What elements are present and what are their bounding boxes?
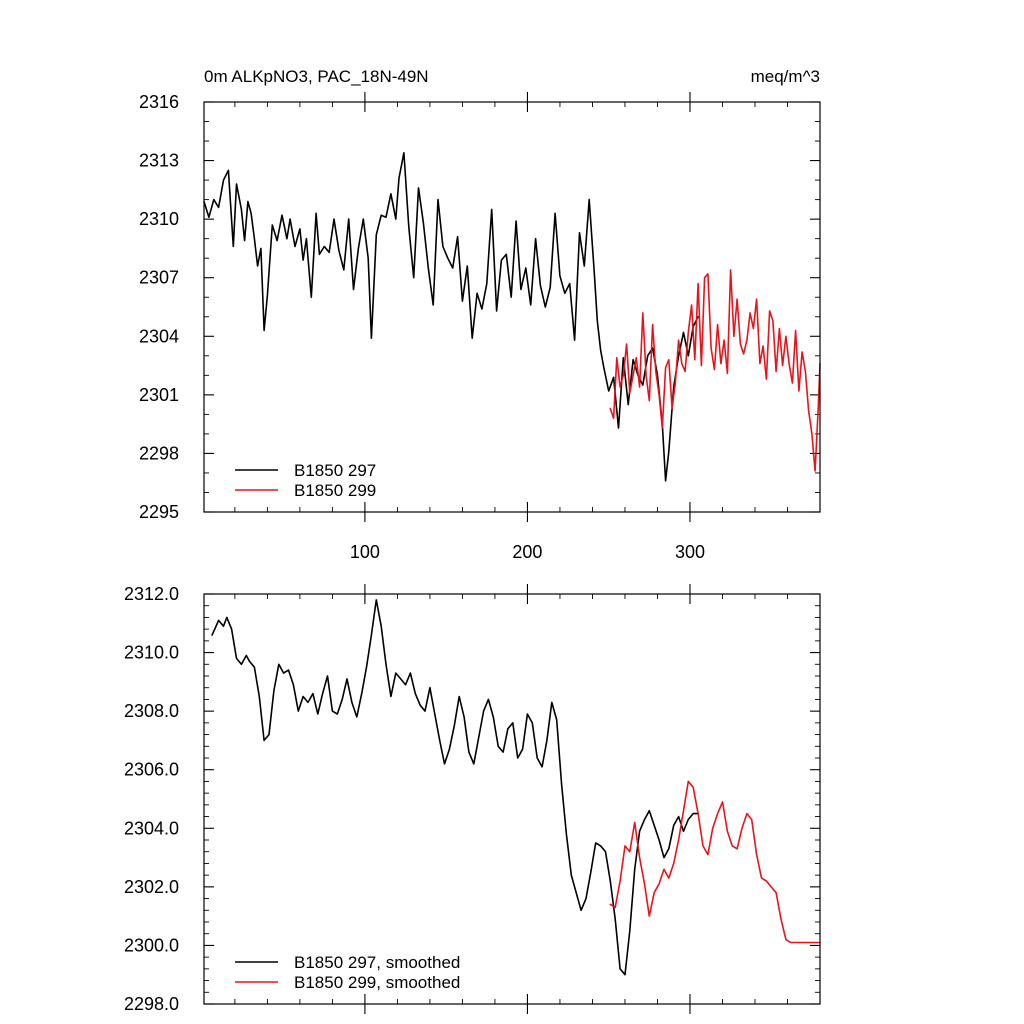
bottom-legend-label-2: B1850 299, smoothed xyxy=(294,973,460,992)
top-ytick-label: 2310 xyxy=(139,209,179,229)
top-legend-label-1: B1850 297 xyxy=(294,461,376,480)
bottom-ytick-label: 2312.0 xyxy=(124,584,179,604)
top-ytick-label: 2301 xyxy=(139,385,179,405)
top-series-line-1 xyxy=(203,152,699,482)
bottom-ytick-label: 2298.0 xyxy=(124,994,179,1014)
top-ytick-label: 2304 xyxy=(139,326,179,346)
top-series-group xyxy=(203,152,821,482)
top-ytick-label: 2307 xyxy=(139,268,179,288)
bottom-series-group xyxy=(211,599,821,976)
bottom-ytick-label: 2300.0 xyxy=(124,935,179,955)
bottom-ytick-label: 2302.0 xyxy=(124,877,179,897)
top-xtick-label: 200 xyxy=(512,542,542,562)
top-xtick-label: 300 xyxy=(675,542,705,562)
top-ytick-label: 2313 xyxy=(139,151,179,171)
top-panel: 2295 2298 2301 2304 2307 2310 2313 2316 100 200 30… xyxy=(139,92,821,562)
bottom-ytick-label: 2306.0 xyxy=(124,760,179,780)
top-plot-frame xyxy=(203,101,821,513)
top-ytick-label: 2298 xyxy=(139,443,179,463)
top-xtick-label: 100 xyxy=(350,542,380,562)
top-ytick-label: 2295 xyxy=(139,502,179,522)
top-legend-label-2: B1850 299 xyxy=(294,481,376,500)
chart-title: 0m ALKpNO3, PAC_18N-49N xyxy=(204,67,429,86)
bottom-panel: 2298.0 2300.0 2302.0 2304.0 2306.0 2308.0 2310… xyxy=(124,584,821,1014)
units-label: meq/m^3 xyxy=(751,67,820,86)
bottom-plot-frame xyxy=(203,593,821,1005)
bottom-ytick-label: 2304.0 xyxy=(124,818,179,838)
bottom-series-line-1 xyxy=(211,599,699,976)
bottom-series-line-2 xyxy=(609,780,821,944)
top-ytick-label: 2316 xyxy=(139,92,179,112)
bottom-ytick-label: 2308.0 xyxy=(124,701,179,721)
top-series-line-2 xyxy=(609,269,821,472)
bottom-axes-ticks: 2298.0 2300.0 2302.0 2304.0 2306.0 2308.0 2310… xyxy=(124,584,820,1014)
bottom-ytick-label: 2310.0 xyxy=(124,643,179,663)
bottom-legend-label-1: B1850 297, smoothed xyxy=(294,953,460,972)
top-axes-ticks: 2295 2298 2301 2304 2307 2310 2313 2316 100 200 30… xyxy=(139,92,820,562)
